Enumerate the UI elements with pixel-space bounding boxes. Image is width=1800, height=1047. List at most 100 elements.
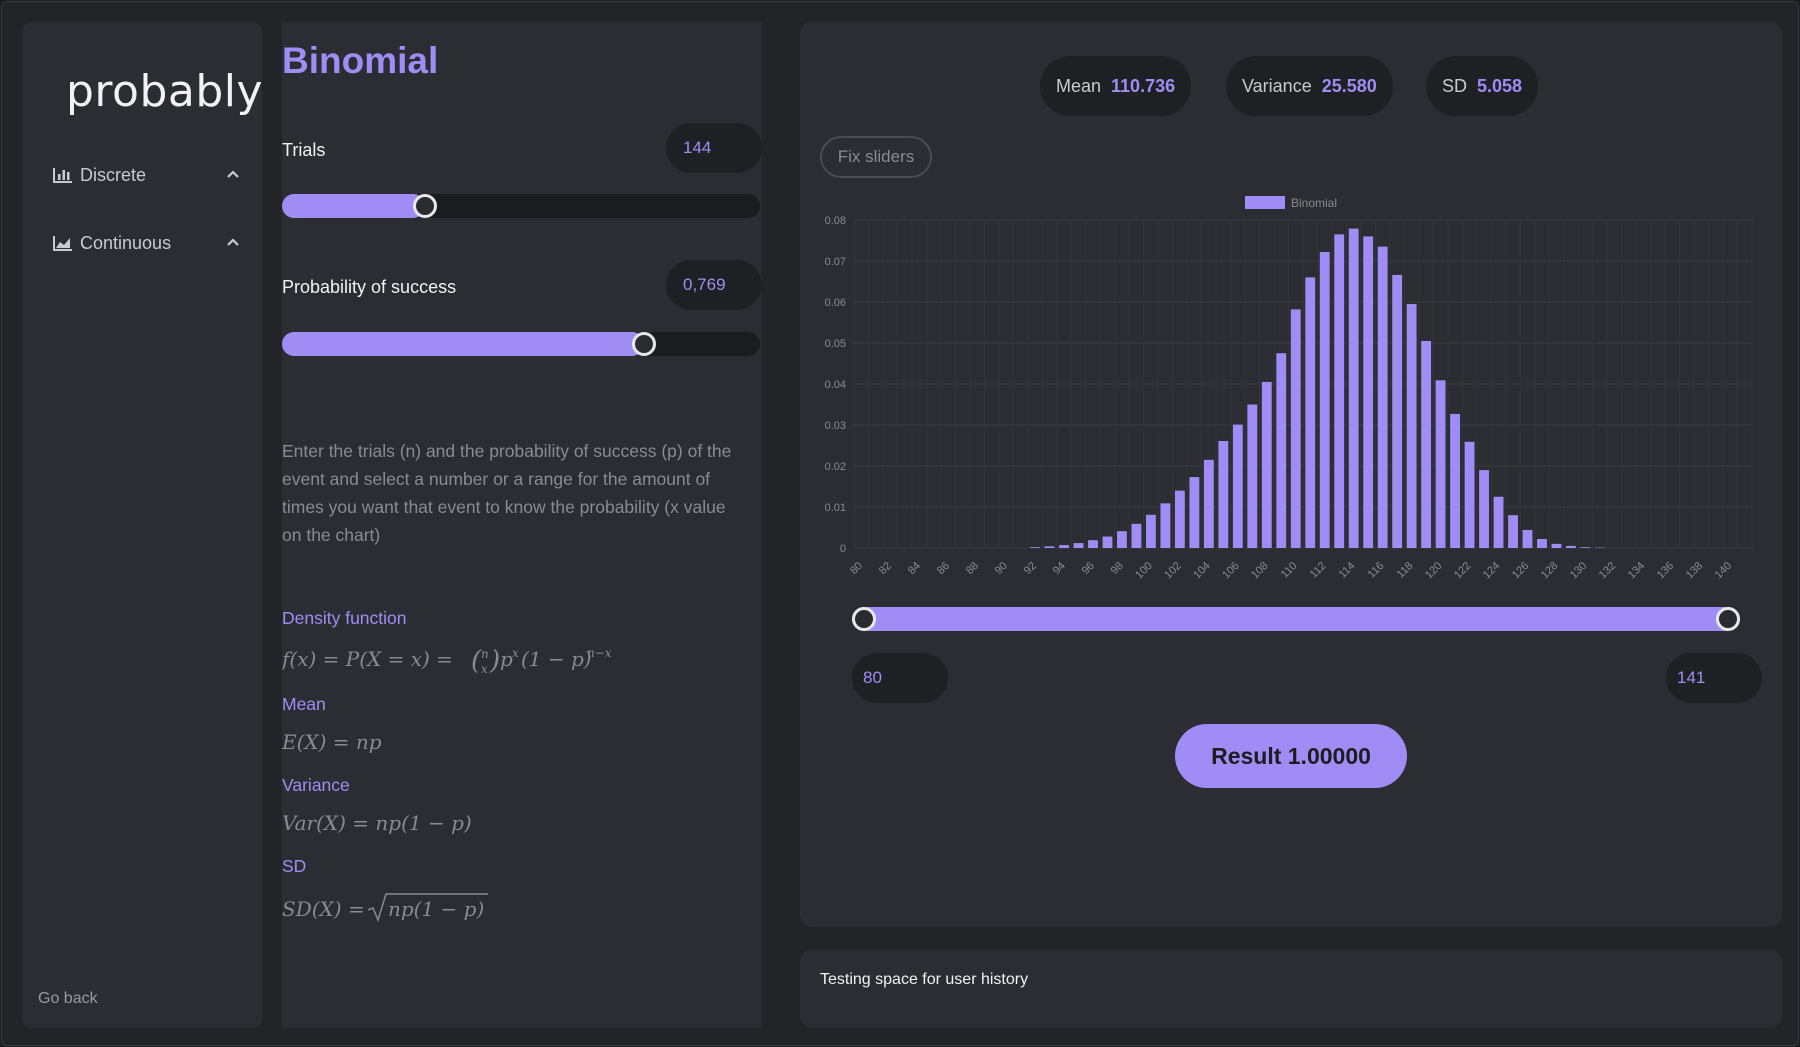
x-tick-label: 132 (1597, 560, 1618, 581)
y-tick-label: 0.02 (825, 461, 846, 473)
mean-stat-label: Mean (1056, 75, 1102, 96)
chart-bar (1174, 490, 1185, 548)
probability-value: 0,769 (683, 275, 726, 294)
history-text: Testing space for user history (820, 971, 1029, 988)
variance-stat: Variance 25.580 (1226, 56, 1393, 116)
x-tick-label: 110 (1279, 560, 1300, 581)
probability-slider[interactable] (282, 332, 760, 356)
x-tick-label: 126 (1510, 560, 1531, 581)
chart-bar (1305, 277, 1316, 548)
y-tick-label: 0.06 (825, 297, 846, 309)
range-slider[interactable] (852, 607, 1740, 631)
trials-slider[interactable] (282, 194, 760, 218)
chart-bar (1522, 529, 1533, 548)
sidebar: probably Discrete Continuous Go b (22, 22, 264, 1028)
chart-bar (1435, 380, 1446, 548)
chevron-up-icon (227, 238, 239, 246)
sd-title: SD (282, 856, 307, 876)
area-chart-icon (53, 236, 72, 251)
description-text: Enter the trials (n) and the probability… (282, 441, 732, 545)
x-tick-label: 124 (1481, 560, 1502, 581)
chart-bar (1493, 496, 1504, 548)
range-slider-max-handle[interactable] (1716, 607, 1740, 631)
chart-bar (1334, 234, 1345, 548)
chart-card: Mean 110.736 Variance 25.580 SD 5.058 Fi… (800, 22, 1782, 927)
chart-bar (1261, 381, 1272, 548)
logo: probably (66, 66, 264, 117)
chart-bar (1508, 515, 1518, 548)
probability-slider-handle[interactable] (632, 332, 656, 356)
chart-bar (1073, 543, 1084, 548)
svg-text:(1 − p): (1 − p) (521, 647, 592, 671)
chart-bar (1421, 340, 1432, 548)
trials-value: 144 (683, 138, 712, 157)
sidebar-item-discrete[interactable]: Discrete (52, 160, 242, 190)
fix-sliders-button[interactable]: Fix sliders (820, 136, 932, 178)
legend-label: Binomial (1291, 196, 1337, 210)
chart-bar (1218, 440, 1229, 548)
mean-title: Mean (282, 694, 326, 714)
x-tick-label: 94 (1051, 560, 1068, 577)
chart-bar (1131, 523, 1142, 548)
svg-text:np(1 − p): np(1 − p) (388, 897, 484, 921)
mean-stat-value: 110.736 (1111, 75, 1176, 96)
trials-label: Trials (282, 140, 326, 160)
probability-value-pill[interactable]: 0,769 (666, 260, 762, 310)
trials-slider-fill (282, 194, 425, 218)
x-tick-label: 100 (1133, 560, 1154, 581)
variance-title: Variance (282, 775, 350, 795)
x-tick-label: 98 (1109, 560, 1126, 577)
x-tick-label: 114 (1337, 560, 1358, 581)
trials-slider-handle[interactable] (413, 194, 437, 218)
x-tick-label: 90 (993, 560, 1010, 577)
sidebar-item-label: Discrete (80, 164, 147, 185)
trials-value-pill[interactable]: 144 (666, 123, 762, 173)
x-tick-label: 116 (1366, 560, 1387, 581)
chart-bar (1319, 251, 1330, 548)
sidebar-item-continuous[interactable]: Continuous (52, 228, 242, 258)
chevron-up-icon (227, 170, 239, 178)
chart-bar (1117, 531, 1127, 548)
chart-bar (1406, 304, 1417, 548)
chart-bar (1464, 441, 1475, 548)
density-function-title: Density function (282, 608, 407, 628)
sd-stat: SD 5.058 (1426, 56, 1539, 116)
chart-bar (1348, 228, 1359, 549)
page-title: Binomial (282, 40, 439, 81)
variance-stat-label: Variance (1242, 75, 1312, 96)
x-tick-label: 138 (1684, 560, 1705, 581)
x-tick-label: 134 (1626, 560, 1647, 581)
sd-stat-value: 5.058 (1477, 75, 1523, 96)
x-tick-label: 104 (1191, 560, 1212, 581)
x-tick-label: 130 (1568, 560, 1589, 581)
x-tick-label: 136 (1655, 560, 1676, 581)
go-back-link[interactable]: Go back (38, 990, 98, 1007)
chart-bar (1363, 236, 1374, 548)
variance-formula: Var(X) = np(1 − p) (282, 811, 472, 835)
x-tick-label: 108 (1249, 560, 1270, 581)
variance-stat-value: 25.580 (1321, 75, 1377, 96)
x-tick-label: 82 (877, 560, 894, 577)
probability-slider-fill (282, 332, 644, 356)
bar-chart-icon (53, 168, 72, 183)
range-max-pill[interactable]: 141 (1666, 653, 1762, 703)
chart-bar (1232, 424, 1243, 548)
range-min-value: 80 (863, 668, 882, 687)
chart-bar (1189, 477, 1200, 548)
chart-bar (1160, 503, 1171, 548)
x-tick-label: 118 (1395, 560, 1416, 581)
svg-text:f(x) = P(X = x) =: f(x) = P(X = x) = (282, 647, 453, 671)
chart-bar (1276, 353, 1287, 548)
range-slider-min-handle[interactable] (852, 607, 876, 631)
range-min-pill[interactable]: 80 (852, 653, 948, 703)
chart-bar (1247, 404, 1258, 548)
chart-bar (1392, 274, 1403, 548)
chart-bar (1088, 540, 1098, 548)
x-tick-label: 120 (1423, 560, 1444, 581)
result-button[interactable]: Result 1.00000 (1175, 724, 1407, 788)
svg-text:(: ( (471, 646, 482, 676)
y-tick-label: 0.05 (825, 338, 846, 350)
svg-text:n−x: n−x (587, 646, 612, 660)
probability-label: Probability of success (282, 277, 457, 297)
chart-bar (1551, 543, 1562, 548)
